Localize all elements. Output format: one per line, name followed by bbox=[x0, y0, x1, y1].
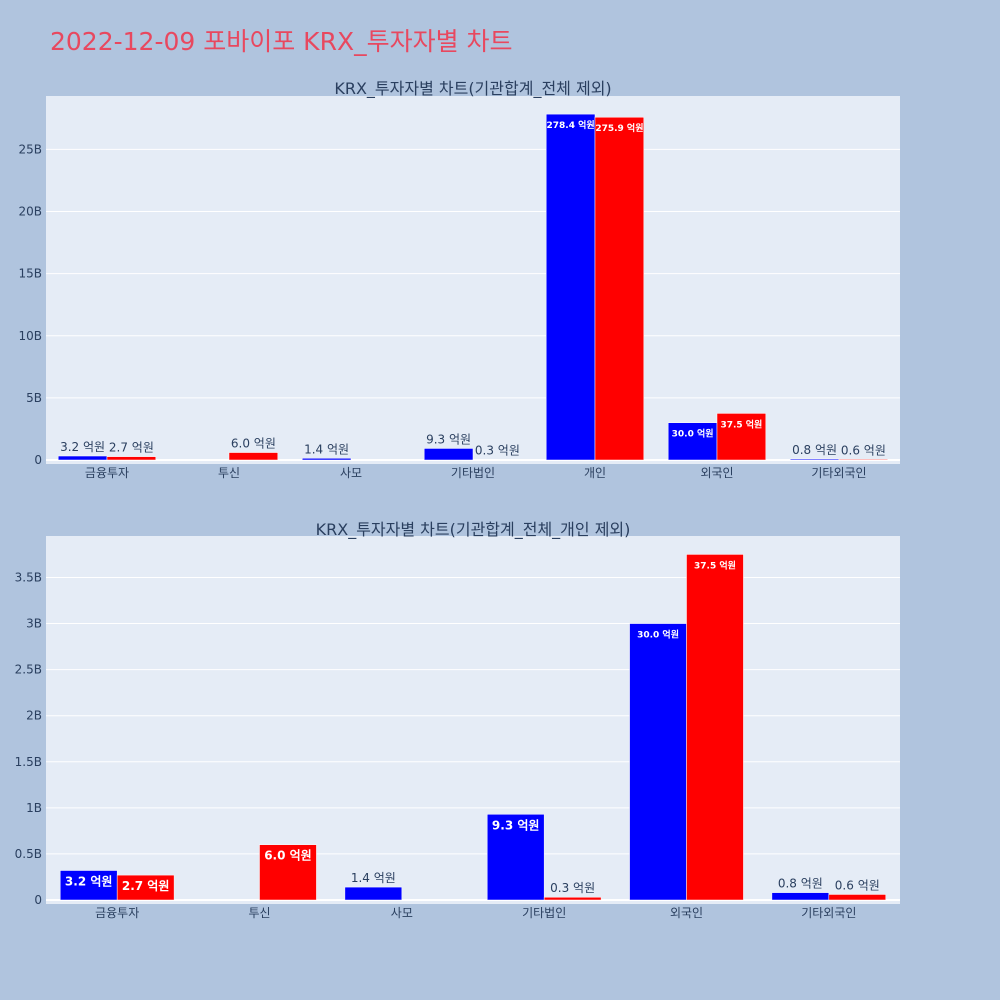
chart-1-title: KRX_투자자별 차트(기관합계_전체 제외) bbox=[334, 79, 611, 99]
chart-2-bar bbox=[771, 892, 830, 901]
chart-2-y-tick-label: 3.5B bbox=[15, 570, 42, 584]
chart-2-y-tick-label: 1.5B bbox=[15, 755, 42, 769]
chart-1-bar bbox=[106, 456, 157, 461]
chart-1-bar-label: 37.5 억원 bbox=[720, 418, 762, 430]
chart-2-bar bbox=[259, 844, 317, 901]
chart-1-y-tick-label: 15B bbox=[18, 267, 42, 281]
chart-1-y-tick-label: 5B bbox=[26, 391, 42, 405]
chart-2-bar-label: 6.0 억원 bbox=[264, 849, 312, 863]
chart-2-bar bbox=[543, 896, 602, 901]
chart-2-bar bbox=[686, 554, 744, 901]
chart-1-y-tick-label: 10B bbox=[18, 329, 42, 343]
chart-2-y-tick-label: 3B bbox=[26, 617, 42, 631]
chart-1-x-tick-label: 투신 bbox=[218, 466, 240, 480]
chart-1-plot-area bbox=[46, 96, 900, 464]
chart-1-bar bbox=[789, 458, 840, 461]
chart-2-bar-label: 30.0 억원 bbox=[637, 629, 679, 641]
chart-1-bar-label: 6.0 억원 bbox=[231, 437, 276, 451]
chart-2-plot-area bbox=[46, 536, 900, 904]
chart-2-y-tick-label: 0 bbox=[34, 893, 42, 907]
chart-2-bar-label: 9.3 억원 bbox=[492, 818, 540, 832]
chart-2-x-tick-label: 외국인 bbox=[670, 906, 703, 920]
chart-1-bar-label: 0.6 억원 bbox=[841, 443, 886, 457]
chart-1-bar-label: 0.8 억원 bbox=[792, 443, 837, 457]
chart-2-x-tick-label: 사모 bbox=[391, 906, 413, 920]
chart-2-bar-label: 3.2 억원 bbox=[65, 875, 113, 889]
chart-1-y-tick-label: 0 bbox=[34, 453, 42, 467]
chart-1-x-tick-label: 기타법인 bbox=[451, 466, 495, 480]
chart-1-bar-label: 3.2 억원 bbox=[60, 440, 105, 454]
chart-1-bar bbox=[301, 458, 352, 461]
chart-1-bar-label: 2.7 억원 bbox=[109, 441, 154, 455]
chart-1-bar bbox=[228, 452, 279, 461]
chart-1-bar-label: 0.3 억원 bbox=[475, 444, 520, 458]
chart-1-bar-label: 278.4 억원 bbox=[547, 119, 595, 131]
chart-2-x-tick-label: 기타법인 bbox=[522, 906, 566, 920]
chart-2-x-tick-label: 금융투자 bbox=[95, 906, 139, 920]
chart-1-bar bbox=[667, 422, 718, 461]
chart-1-x-tick-label: 사모 bbox=[340, 466, 362, 480]
chart-2-bar bbox=[59, 870, 118, 901]
chart-1-x-tick-label: 기타외국인 bbox=[811, 466, 866, 480]
chart-2-bar bbox=[486, 814, 545, 901]
chart-1-bar-label: 9.3 억원 bbox=[426, 432, 471, 446]
chart-2-bar-label: 0.6 억원 bbox=[835, 878, 880, 892]
chart-1-bar bbox=[716, 413, 767, 461]
chart-1-x-tick-label: 외국인 bbox=[700, 466, 733, 480]
chart-2-bar-label: 37.5 억원 bbox=[694, 559, 736, 571]
chart-1-bar-label: 275.9 억원 bbox=[595, 122, 643, 134]
chart-2-title: KRX_투자자별 차트(기관합계_전체_개인 제외) bbox=[316, 520, 631, 540]
chart-1-bar bbox=[838, 459, 889, 461]
chart-2-y-tick-label: 2.5B bbox=[15, 663, 42, 677]
chart-1-bar-label: 30.0 억원 bbox=[672, 428, 714, 440]
chart-1-y-tick-label: 20B bbox=[18, 205, 42, 219]
chart-2-bar bbox=[629, 623, 687, 901]
chart-1-bar bbox=[57, 455, 108, 461]
chart-2-bar-label: 0.3 억원 bbox=[550, 881, 595, 895]
chart-2-y-tick-label: 1B bbox=[26, 801, 42, 815]
chart-2-y-tick-label: 0.5B bbox=[15, 847, 42, 861]
chart-1-bar bbox=[423, 448, 474, 461]
chart-1-bar-label: 1.4 억원 bbox=[304, 442, 349, 456]
chart-2-bar-label: 0.8 억원 bbox=[778, 877, 823, 891]
chart-2-bar bbox=[828, 894, 887, 901]
chart-1-y-tick-label: 25B bbox=[18, 142, 42, 156]
chart-2-y-tick-label: 2B bbox=[26, 709, 42, 723]
chart-2-x-tick-label: 기타외국인 bbox=[801, 906, 856, 920]
chart-2-bar bbox=[344, 886, 403, 901]
chart-1-x-tick-label: 개인 bbox=[584, 466, 606, 480]
page-title: 2022-12-09 포바이포 KRX_투자자별 차트 bbox=[50, 27, 513, 56]
chart-2-bar-label: 1.4 억원 bbox=[351, 871, 396, 885]
chart-1-x-tick-label: 금융투자 bbox=[85, 466, 129, 480]
chart-2-bar-label: 2.7 억원 bbox=[122, 879, 170, 893]
chart-1-bar bbox=[594, 116, 645, 461]
chart-1-bar bbox=[545, 113, 596, 461]
chart-2-x-tick-label: 투신 bbox=[248, 906, 270, 920]
chart-2-bar bbox=[116, 874, 175, 901]
